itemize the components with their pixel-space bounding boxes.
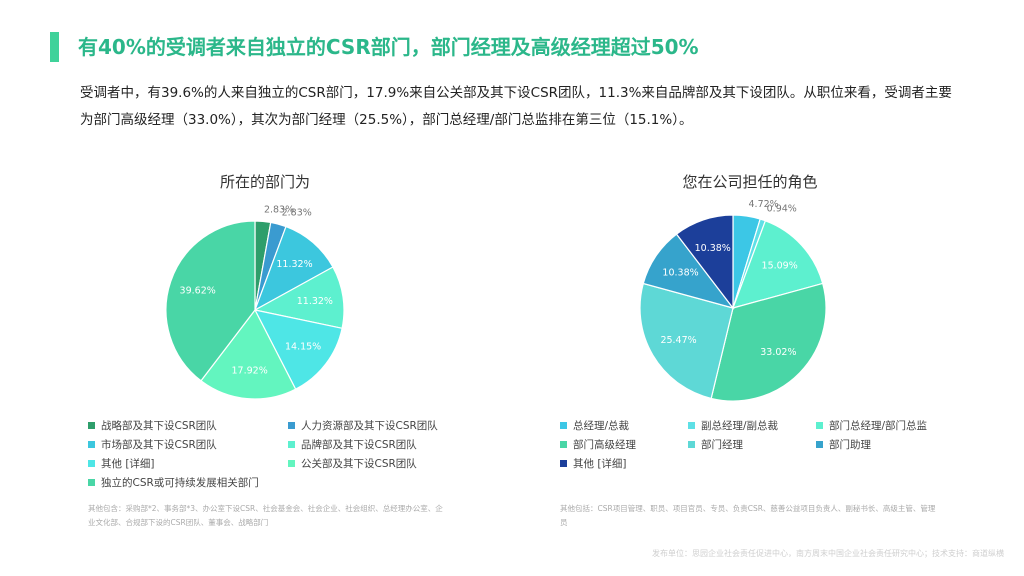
department-chart-title: 所在的部门为 bbox=[219, 173, 310, 191]
legend-item: 其他 [详细] bbox=[88, 456, 288, 471]
pie-slice bbox=[253, 225, 334, 312]
legend-swatch bbox=[560, 422, 567, 429]
pie-data-label: 11.32% bbox=[276, 259, 312, 270]
pie-data-label: 11.32% bbox=[297, 296, 333, 307]
legend-label: 独立的CSR或可持续发展相关部门 bbox=[101, 477, 259, 489]
pie-data-label: 25.47% bbox=[660, 335, 696, 346]
legend-swatch bbox=[288, 460, 295, 467]
role-chart-title: 您在公司担任的角色 bbox=[682, 173, 818, 191]
pie-slice bbox=[639, 282, 734, 400]
legend-label: 其他 [详细] bbox=[101, 458, 155, 470]
legend-item: 独立的CSR或可持续发展相关部门 bbox=[88, 475, 288, 490]
legend-label: 市场部及其下设CSR团队 bbox=[101, 439, 217, 451]
legend-label: 部门高级经理 bbox=[573, 439, 636, 451]
publisher-footer: 发布单位：思园企业社会责任促进中心，南方周末中国企业社会责任研究中心；技术支持：… bbox=[652, 549, 1004, 558]
legend-item: 部门总经理/部门总监 bbox=[816, 418, 944, 433]
legend-label: 其他 [详细] bbox=[573, 458, 627, 470]
legend-item: 部门高级经理 bbox=[560, 437, 688, 452]
pie-data-label: 17.92% bbox=[232, 365, 268, 376]
legend-label: 部门总经理/部门总监 bbox=[829, 420, 928, 432]
legend-label: 品牌部及其下设CSR团队 bbox=[301, 439, 417, 451]
pie-slice bbox=[732, 220, 824, 309]
legend-item: 品牌部及其下设CSR团队 bbox=[288, 437, 488, 452]
pie-slice bbox=[710, 282, 827, 402]
legend-swatch bbox=[560, 460, 567, 467]
pie-slice bbox=[253, 266, 345, 330]
page-title: 有40%的受调者来自独立的CSR部门，部门经理及高级经理超过50% bbox=[78, 35, 699, 59]
pie-slice bbox=[200, 308, 297, 400]
pie-data-label: 10.38% bbox=[695, 243, 731, 254]
legend-label: 总经理/总裁 bbox=[573, 420, 630, 432]
legend-item: 公关部及其下设CSR团队 bbox=[288, 456, 488, 471]
legend-item: 部门助理 bbox=[816, 437, 944, 452]
role-pie-svg: 4.72%0.94% 15.09% 33.02% 25.47% 10.38% 10.38% bbox=[639, 199, 827, 402]
legend-swatch bbox=[288, 441, 295, 448]
pie-data-label: 10.38% bbox=[662, 268, 698, 279]
legend-item: 其他 [详细] bbox=[560, 456, 688, 471]
legend-label: 部门助理 bbox=[829, 439, 871, 451]
legend-label: 部门经理 bbox=[701, 439, 743, 451]
legend-item: 市场部及其下设CSR团队 bbox=[88, 437, 288, 452]
pie-data-label: 33.02% bbox=[760, 347, 796, 358]
pie-data-label: 15.09% bbox=[762, 260, 798, 271]
legend-item: 部门经理 bbox=[688, 437, 816, 452]
pie-slice bbox=[675, 214, 734, 310]
legend-item: 战略部及其下设CSR团队 bbox=[88, 418, 288, 433]
legend-swatch bbox=[816, 441, 823, 448]
legend-swatch bbox=[88, 479, 95, 486]
role-note: 其他包括：CSR项目管理、职员、项目官员、专员、负责CSR、慈善公益项目负责人、… bbox=[560, 504, 936, 527]
legend-label: 公关部及其下设CSR团队 bbox=[301, 458, 417, 470]
legend-swatch bbox=[88, 460, 95, 467]
pie-data-label: 4.72% bbox=[749, 199, 779, 210]
department-note: 其他包含：采购部*2、事务部*3、办公室下设CSR、社会基金会、社会企业、社会组… bbox=[88, 504, 443, 527]
legend-item: 总经理/总裁 bbox=[560, 418, 688, 433]
title-accent-bar bbox=[50, 32, 59, 62]
legend-label: 人力资源部及其下设CSR团队 bbox=[301, 420, 438, 432]
legend-label: 战略部及其下设CSR团队 bbox=[101, 420, 217, 432]
legend-swatch bbox=[88, 422, 95, 429]
legend-swatch bbox=[560, 441, 567, 448]
pie-data-label: 0.94% bbox=[767, 204, 797, 215]
pie-data-label: 39.62% bbox=[180, 286, 216, 297]
legend-label: 副总经理/副总裁 bbox=[701, 420, 779, 432]
pie-slice bbox=[165, 220, 256, 382]
pie-data-label: 14.15% bbox=[285, 342, 321, 353]
legend-item: 副总经理/副总裁 bbox=[688, 418, 816, 433]
legend-swatch bbox=[288, 422, 295, 429]
legend-item: 人力资源部及其下设CSR团队 bbox=[288, 418, 488, 433]
pie-data-label: 2.83% bbox=[264, 204, 294, 215]
legend-swatch bbox=[816, 422, 823, 429]
department-legend: 战略部及其下设CSR团队 人力资源部及其下设CSR团队 市场部及其下设CSR团队… bbox=[88, 418, 488, 490]
legend-swatch bbox=[688, 422, 695, 429]
department-pie-svg: 2.83%2.83% 11.32% 11.32% 14.15% 17.92% 39.62% bbox=[165, 204, 345, 400]
pie-data-label: 2.83% bbox=[282, 208, 312, 219]
legend-swatch bbox=[688, 441, 695, 448]
summary-text: 受调者中，有39.6%的人来自独立的CSR部门，17.9%来自公关部及其下设CS… bbox=[80, 85, 952, 128]
legend-swatch bbox=[88, 441, 95, 448]
pie-slice bbox=[253, 309, 343, 390]
role-legend: 总经理/总裁 副总经理/副总裁 部门总经理/部门总监 部门高级经理 部门经理 部… bbox=[560, 418, 944, 471]
